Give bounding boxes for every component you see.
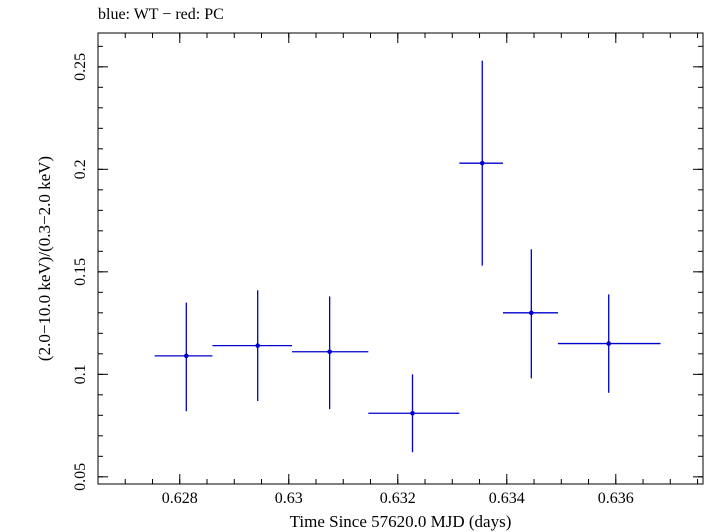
y-axis: 0.05 0.1 0.15 0.2 0.25 — [72, 45, 703, 491]
x-tick-label: 0.628 — [162, 490, 198, 507]
data-marker — [410, 410, 415, 416]
data-marker — [183, 353, 189, 359]
chart-title: blue: WT − red: PC — [98, 6, 224, 23]
data-marker — [529, 310, 534, 316]
y-tick-label: 0.05 — [72, 463, 89, 491]
data-marker — [606, 341, 612, 346]
y-tick-label: 0.2 — [72, 159, 89, 179]
data-marker — [327, 349, 332, 355]
data-point — [292, 296, 369, 410]
y-tick-label: 0.15 — [72, 258, 89, 286]
data-point — [368, 374, 460, 453]
data-point — [459, 60, 503, 266]
data-marker — [479, 160, 485, 166]
data-marks — [154, 60, 661, 453]
x-axis-label: Time Since 57620.0 MJD (days) — [290, 512, 512, 531]
data-point — [212, 290, 293, 401]
x-tick-label: 0.636 — [598, 490, 634, 507]
y-axis-label: (2.0−10.0 keV)/(0.3−2.0 keV) — [35, 156, 54, 361]
x-tick-label: 0.634 — [489, 490, 525, 507]
y-tick-label: 0.25 — [72, 53, 89, 81]
x-tick-label: 0.63 — [275, 490, 303, 507]
data-point — [558, 294, 661, 393]
plot-frame — [97, 32, 704, 485]
x-axis: 0.628 0.63 0.632 0.634 0.636 — [97, 33, 699, 507]
x-tick-label: 0.632 — [380, 490, 416, 507]
data-marker — [255, 343, 260, 348]
data-point — [154, 302, 213, 412]
y-tick-label: 0.1 — [72, 364, 89, 384]
data-point — [502, 249, 559, 379]
